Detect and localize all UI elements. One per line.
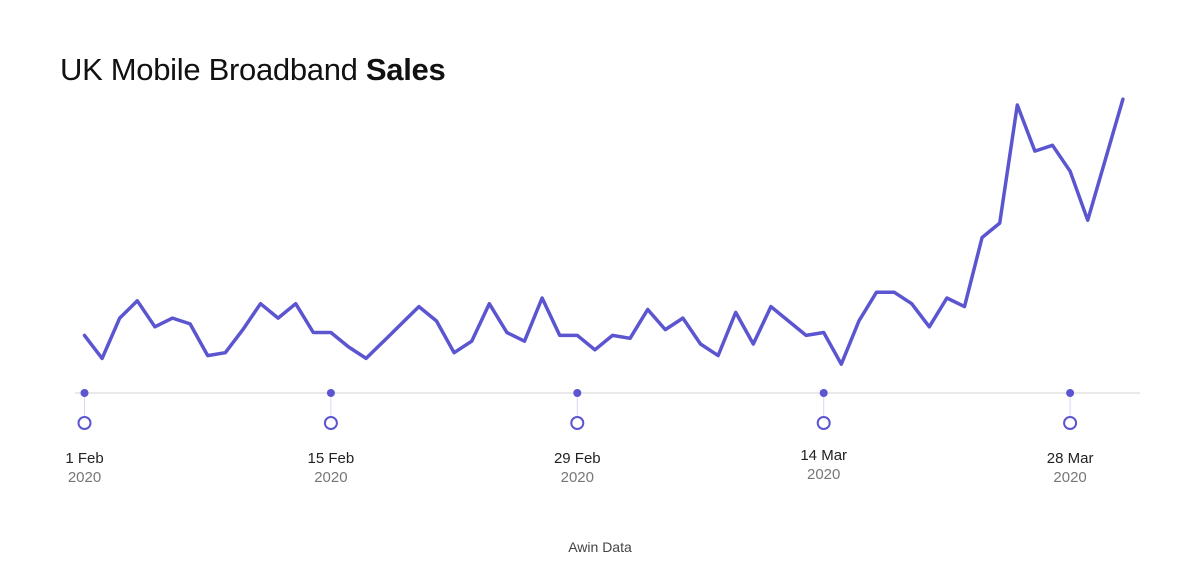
series-line bbox=[82, 97, 1125, 366]
x-tick-year-label: 2020 bbox=[314, 469, 347, 486]
x-tick-1: 15 Feb 2020 bbox=[308, 389, 355, 486]
x-tick-4: 28 Mar 2020 bbox=[1047, 389, 1094, 486]
x-tick-marker bbox=[1063, 416, 1078, 430]
x-tick-marker bbox=[570, 416, 585, 430]
x-tick-year-label: 2020 bbox=[68, 469, 101, 486]
x-tick-3: 14 Mar 2020 bbox=[800, 389, 847, 483]
source-label: Awin Data bbox=[568, 539, 632, 555]
x-tick-2: 29 Feb 2020 bbox=[554, 389, 601, 486]
x-tick-year-label: 2020 bbox=[1053, 469, 1086, 486]
x-tick-dot bbox=[819, 389, 828, 397]
x-tick-date-label: 28 Mar bbox=[1047, 450, 1094, 467]
x-tick-year-label: 2020 bbox=[807, 466, 840, 483]
x-tick-0: 1 Feb 2020 bbox=[65, 389, 104, 486]
chart-title: UK Mobile Broadband Sales bbox=[60, 52, 446, 88]
x-tick-date-label: 29 Feb bbox=[554, 450, 601, 467]
x-tick-dot bbox=[326, 389, 335, 397]
chart-title-regular: UK Mobile Broadband bbox=[60, 52, 366, 87]
x-tick-marker bbox=[77, 416, 92, 430]
x-tick-dot bbox=[573, 389, 582, 397]
x-tick-date-label: 1 Feb bbox=[65, 450, 103, 467]
x-tick-marker bbox=[323, 416, 338, 430]
x-tick-year-label: 2020 bbox=[561, 469, 594, 486]
x-tick-marker bbox=[816, 416, 831, 430]
x-tick-date-label: 15 Feb bbox=[308, 450, 355, 467]
chart-title-bold: Sales bbox=[365, 52, 446, 87]
x-tick-dot bbox=[1066, 389, 1075, 397]
x-tick-dot bbox=[80, 389, 89, 397]
x-tick-date-label: 14 Mar bbox=[800, 447, 847, 464]
